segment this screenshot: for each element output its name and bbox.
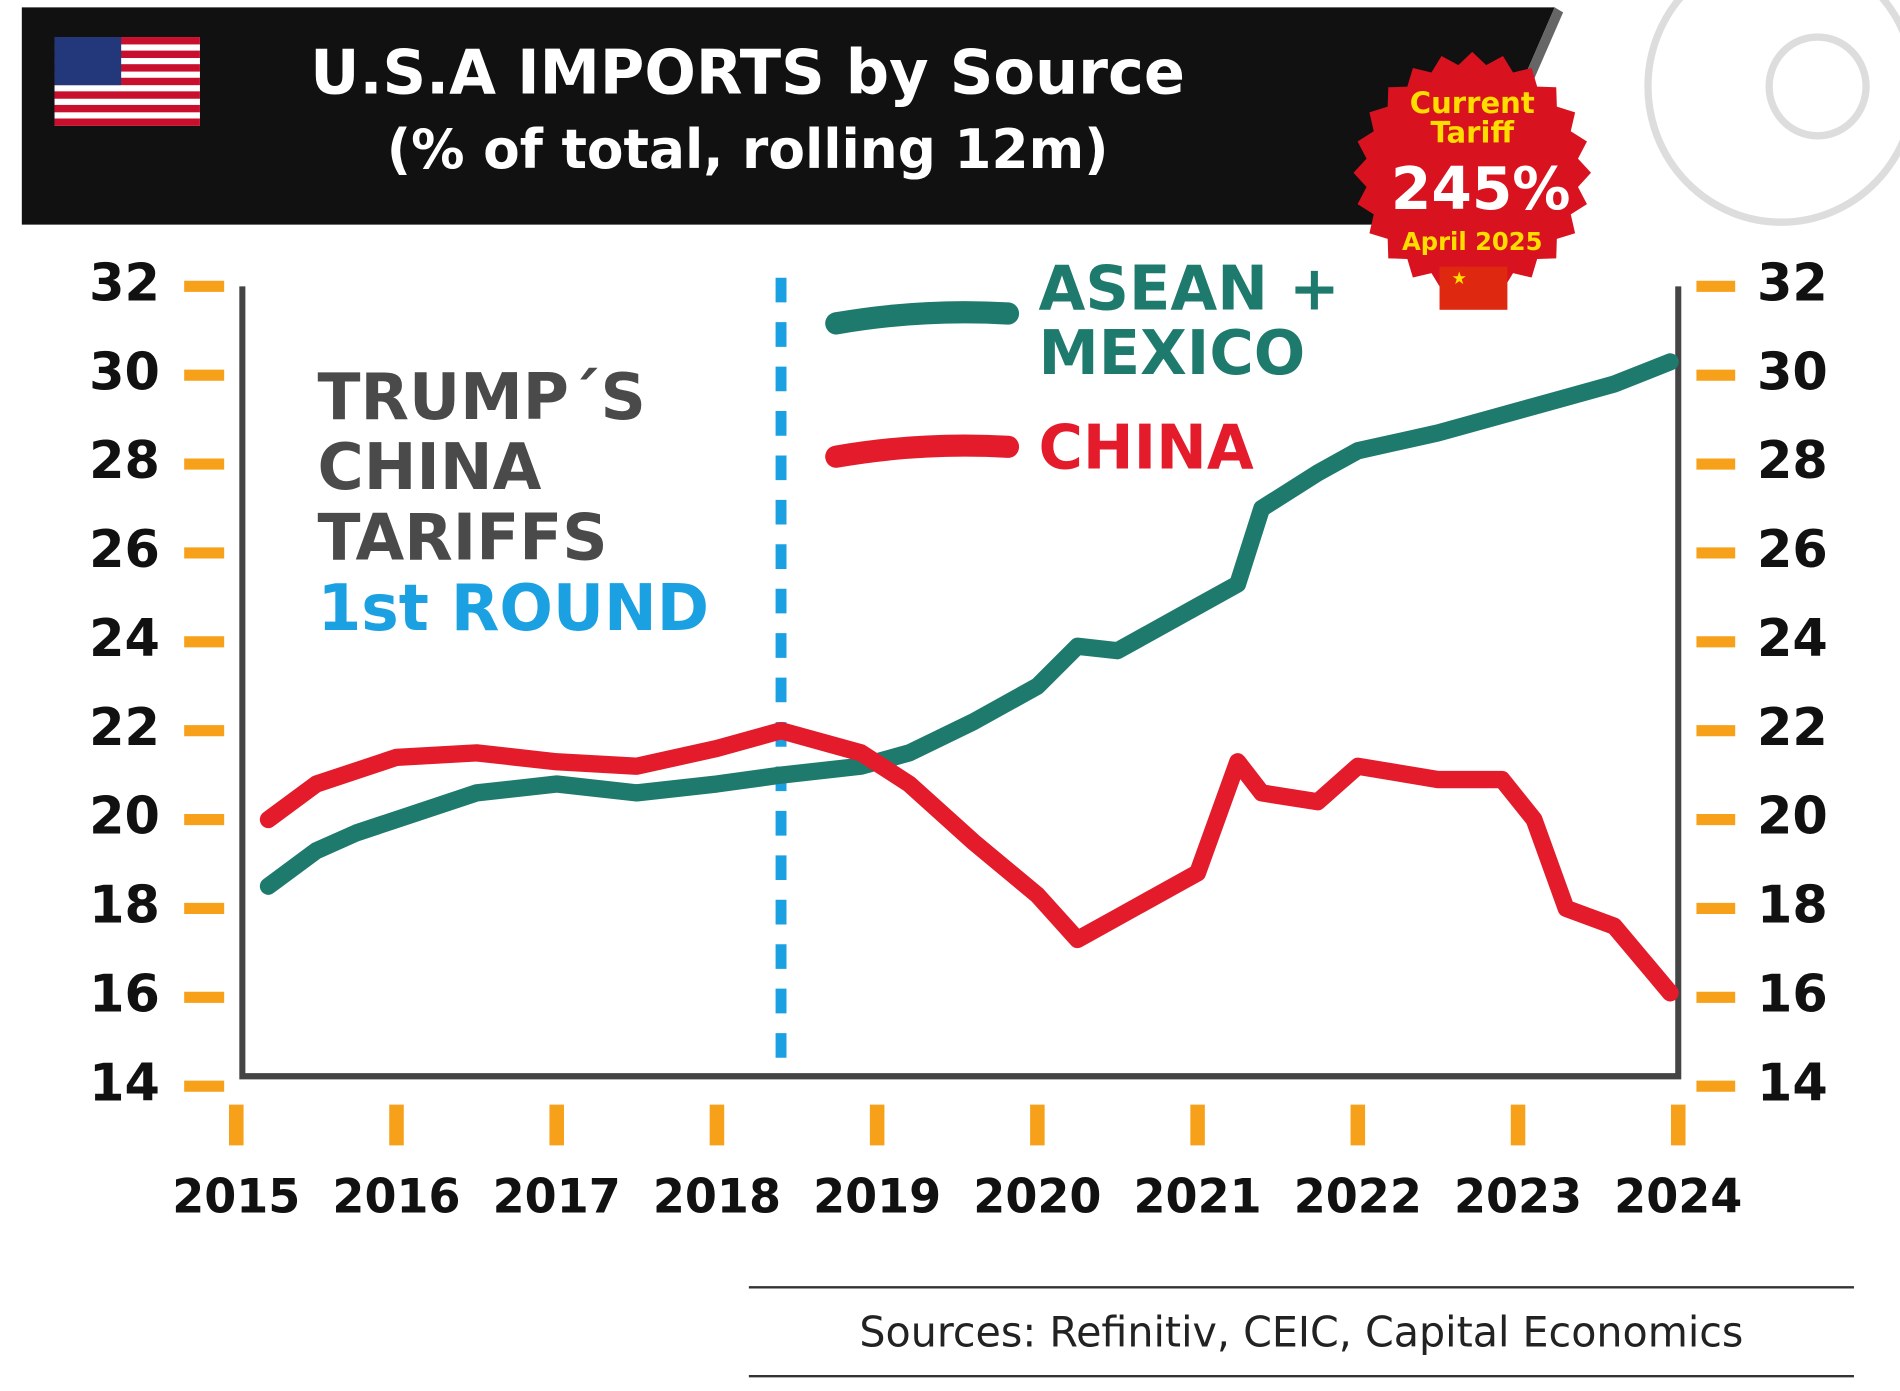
y-tick-label: 16 bbox=[89, 964, 160, 1025]
x-tick-label: 2015 bbox=[172, 1169, 300, 1223]
annotation-text: TRUMP´S bbox=[317, 359, 645, 434]
y-tick-label: 26 bbox=[89, 520, 160, 581]
legend-swatch bbox=[825, 301, 1020, 335]
y-tick-label: 22 bbox=[89, 697, 160, 758]
y-tick-label: 20 bbox=[89, 786, 160, 847]
y2-tick-label: 26 bbox=[1757, 520, 1828, 581]
y-tick-label: 32 bbox=[89, 253, 160, 314]
series-line bbox=[259, 722, 1679, 1002]
x-tick-label: 2016 bbox=[332, 1169, 460, 1223]
y-tick-label: 28 bbox=[89, 431, 160, 492]
title-banner bbox=[21, 7, 1555, 225]
annotation-text: CHINA bbox=[317, 430, 541, 505]
us-flag bbox=[54, 37, 200, 126]
y2-tick-label: 18 bbox=[1757, 875, 1828, 936]
annotation-highlight: 1st ROUND bbox=[317, 570, 709, 645]
legend-label: CHINA bbox=[1038, 412, 1254, 484]
badge-value: 245% bbox=[1391, 154, 1571, 223]
legend-label: ASEAN + MEXICO bbox=[1038, 253, 1339, 389]
series-line bbox=[259, 353, 1679, 895]
tariff-badge bbox=[1353, 51, 1592, 294]
axis-frame bbox=[239, 286, 1682, 1080]
watermark bbox=[1644, 0, 1900, 226]
subtitle: (% of total, rolling 12m) bbox=[387, 117, 1109, 181]
x-tick-label: 2020 bbox=[973, 1169, 1101, 1223]
y-tick-label: 18 bbox=[89, 875, 160, 936]
svg-text:★: ★ bbox=[1452, 269, 1467, 289]
source: Sources: Refinitiv, CEIC, Capital Econom… bbox=[859, 1307, 1743, 1356]
title: U.S.A IMPORTS by Source bbox=[310, 37, 1185, 109]
china-flag: ★ bbox=[1439, 266, 1508, 310]
badge-label: Current Tariff bbox=[1410, 85, 1535, 149]
x-tick-label: 2019 bbox=[813, 1169, 941, 1223]
y2-tick-label: 16 bbox=[1757, 964, 1828, 1025]
y2-tick-label: 20 bbox=[1757, 786, 1828, 847]
badge-date: April 2025 bbox=[1402, 227, 1543, 256]
legend-swatch bbox=[825, 434, 1020, 468]
annotation-text: TARIFFS bbox=[317, 500, 607, 575]
y2-tick-label: 30 bbox=[1757, 342, 1828, 403]
y-tick-label: 30 bbox=[89, 342, 160, 403]
x-tick-label: 2018 bbox=[653, 1169, 781, 1223]
x-tick-label: 2022 bbox=[1294, 1169, 1422, 1223]
x-tick-label: 2024 bbox=[1614, 1169, 1742, 1223]
y2-tick-label: 24 bbox=[1757, 609, 1828, 670]
y2-tick-label: 14 bbox=[1757, 1053, 1828, 1114]
y-tick-label: 24 bbox=[89, 609, 160, 670]
x-tick-label: 2021 bbox=[1134, 1169, 1262, 1223]
y2-tick-label: 28 bbox=[1757, 431, 1828, 492]
x-tick-label: 2023 bbox=[1454, 1169, 1582, 1223]
y2-tick-label: 32 bbox=[1757, 253, 1828, 314]
y-tick-label: 14 bbox=[89, 1053, 160, 1114]
y2-tick-label: 22 bbox=[1757, 697, 1828, 758]
x-tick-label: 2017 bbox=[493, 1169, 621, 1223]
